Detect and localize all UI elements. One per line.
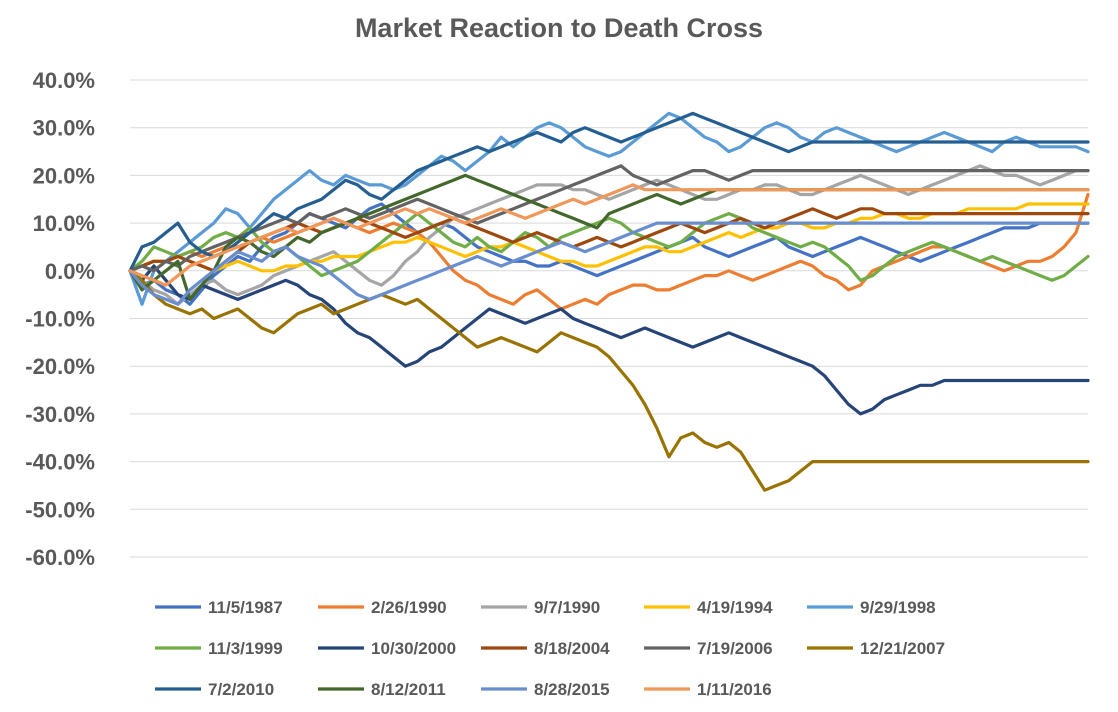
series-line-9-7-1990 xyxy=(128,164,1090,306)
series-line-10-30-2000 xyxy=(128,264,1090,416)
series-lines xyxy=(128,111,1090,492)
y-tick-label: -40.0% xyxy=(25,450,95,475)
series-line-7-2-2010 xyxy=(128,111,1090,273)
legend-item: 7/19/2006 xyxy=(644,639,773,658)
y-tick-label: -20.0% xyxy=(25,354,95,379)
legend-label: 7/2/2010 xyxy=(208,680,274,699)
y-tick-label: 40.0% xyxy=(33,68,95,93)
legend-label: 8/28/2015 xyxy=(534,680,610,699)
legend-item: 11/3/1999 xyxy=(155,639,283,658)
legend-label: 11/5/1987 xyxy=(208,598,283,617)
legend-label: 1/11/2016 xyxy=(697,680,772,699)
y-tick-label: 20.0% xyxy=(33,163,95,188)
legend-item: 10/30/2000 xyxy=(318,639,456,658)
y-tick-label: -50.0% xyxy=(25,497,95,522)
y-tick-label: -10.0% xyxy=(25,307,95,332)
legend-item: 2/26/1990 xyxy=(318,598,447,617)
legend-item: 9/7/1990 xyxy=(481,598,600,617)
legend-label: 9/7/1990 xyxy=(534,598,600,617)
y-tick-label: -60.0% xyxy=(25,545,95,570)
legend-label: 12/21/2007 xyxy=(860,639,945,658)
gridlines xyxy=(130,79,1088,558)
legend-label: 10/30/2000 xyxy=(371,639,456,658)
legend-item: 9/29/1998 xyxy=(807,598,936,617)
y-tick-label: 0.0% xyxy=(45,259,95,284)
y-axis-tick-labels: 40.0% 30.0% 20.0% 10.0% 0.0% -10.0% -20.0% -30.… xyxy=(25,68,95,570)
series-line-9-29-1998 xyxy=(128,111,1090,306)
series-line-12-21-2007 xyxy=(128,269,1090,492)
legend-item: 8/28/2015 xyxy=(481,680,610,699)
legend-label: 4/19/1994 xyxy=(697,598,773,617)
chart-title: Market Reaction to Death Cross xyxy=(355,13,763,43)
legend-item: 7/2/2010 xyxy=(155,680,274,699)
legend-label: 2/26/1990 xyxy=(371,598,447,617)
legend-item: 1/11/2016 xyxy=(644,680,772,699)
legend-item: 11/5/1987 xyxy=(155,598,283,617)
series-line-8-28-2015 xyxy=(128,221,1090,306)
legend: 11/5/1987 2/26/1990 9/7/1990 4/19/1994 9/29/… xyxy=(155,598,945,699)
legend-item: 8/12/2011 xyxy=(318,680,446,699)
legend-label: 11/3/1999 xyxy=(208,639,283,658)
y-tick-label: -30.0% xyxy=(25,402,95,427)
legend-label: 8/12/2011 xyxy=(371,680,446,699)
series-line-7-19-2006 xyxy=(128,164,1090,273)
legend-item: 12/21/2007 xyxy=(807,639,945,658)
y-tick-label: 30.0% xyxy=(33,116,95,141)
legend-label: 7/19/2006 xyxy=(697,639,773,658)
legend-item: 8/18/2004 xyxy=(481,639,610,658)
series-line-1-11-2016 xyxy=(128,183,1090,287)
legend-item: 4/19/1994 xyxy=(644,598,773,617)
legend-label: 9/29/1998 xyxy=(860,598,936,617)
y-tick-label: 10.0% xyxy=(33,211,95,236)
series-line-2-26-1990 xyxy=(128,192,1090,311)
legend-label: 8/18/2004 xyxy=(534,639,610,658)
